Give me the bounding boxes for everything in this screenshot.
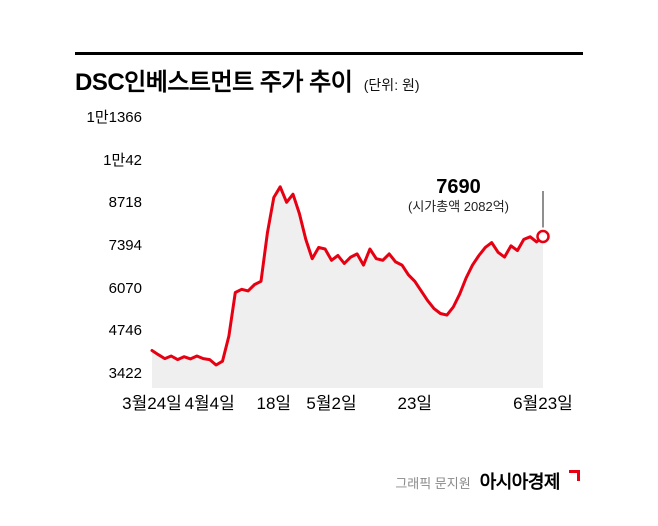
end-point-marker [536, 229, 550, 244]
y-axis-label: 6070 [108, 279, 142, 297]
title-row: DSC인베스트먼트 주가 추이 (단위: 원) [75, 62, 420, 97]
y-axis-label: 7394 [108, 237, 142, 254]
footer-credit: 그래픽 문지원 아시아경제 [395, 468, 580, 494]
page-title: DSC인베스트먼트 주가 추이 [75, 69, 353, 96]
x-axis-label: 23일 [397, 394, 433, 413]
y-axis-label: 1만1366 [86, 109, 142, 126]
brand-logo-icon [569, 469, 580, 481]
y-axis-label: 1만42 [103, 151, 142, 169]
x-axis-label: 3월24일 [122, 394, 182, 413]
brand-name: 아시아경제 [479, 472, 561, 492]
graphic-credit: 그래픽 문지원 [395, 476, 471, 491]
last-price-value: 7690 [436, 176, 481, 198]
title-rule [75, 52, 583, 55]
y-axis-label: 3422 [108, 365, 142, 382]
y-axis-label: 8718 [108, 194, 142, 212]
x-axis-label: 6월23일 [513, 394, 573, 413]
last-price-annotation: 7690 (시가총액 2082억) [377, 176, 540, 215]
price-line [150, 185, 545, 367]
x-axis-label: 5월2일 [306, 394, 357, 413]
x-axis-label: 18일 [256, 394, 292, 413]
x-axis-label: 4월4일 [184, 394, 235, 413]
market-cap-note: (시가총액 2082억) [408, 199, 509, 214]
unit-label: (단위: 원) [363, 77, 420, 93]
y-axis-label: 4746 [108, 322, 142, 340]
area-fill [152, 186, 543, 388]
